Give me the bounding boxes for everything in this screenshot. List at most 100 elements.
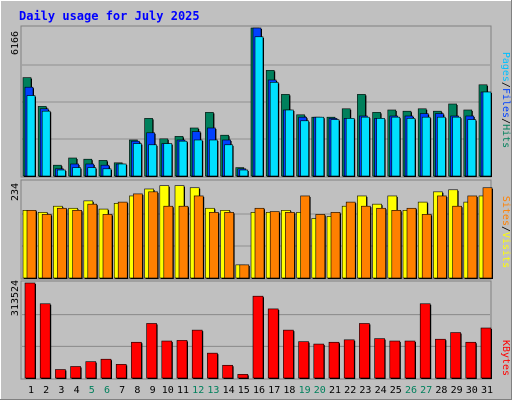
kbytes-max-label: 313524 bbox=[10, 280, 21, 316]
sites-bar-day-7-face bbox=[117, 201, 128, 279]
pages-bar-day-15 bbox=[239, 169, 249, 177]
sites-bar-day-4-face bbox=[72, 210, 82, 279]
sites-bar-day-13 bbox=[209, 212, 220, 279]
chart-title: Daily usage for July 2025 bbox=[19, 9, 200, 23]
pages-bar-day-13-face bbox=[209, 139, 218, 177]
kbytes-bar-day-10-face bbox=[161, 340, 173, 379]
sites-bar-day-1-face bbox=[26, 210, 37, 279]
kbytes-bar-day-10 bbox=[161, 340, 173, 379]
kbytes-bar-day-28 bbox=[435, 338, 447, 379]
day-label-19: 19 bbox=[299, 385, 311, 396]
pages-bar-day-18 bbox=[285, 109, 295, 177]
day-label-22: 22 bbox=[344, 385, 356, 396]
sites-bar-day-4 bbox=[72, 210, 83, 279]
pages-bar-day-23 bbox=[361, 116, 371, 177]
kbytes-bar-day-23 bbox=[359, 323, 371, 379]
day-label-13: 13 bbox=[207, 385, 219, 396]
sites-bar-day-21 bbox=[330, 212, 341, 279]
sites-bar-day-6-face bbox=[102, 214, 113, 279]
sites-bar-day-17 bbox=[269, 211, 281, 279]
sites-bar-day-30 bbox=[467, 195, 478, 279]
kbytes-bar-day-4 bbox=[70, 366, 82, 379]
pages-bar-day-16 bbox=[254, 36, 264, 178]
kbytes-bar-day-22-face bbox=[343, 339, 355, 379]
kbytes-bar-day-20-face bbox=[313, 343, 325, 379]
legend-files: Files bbox=[500, 88, 511, 118]
pages-bar-day-7-face bbox=[117, 163, 127, 177]
kbytes-bar-day-19-face bbox=[298, 341, 309, 379]
kbytes-bar-day-6-face bbox=[100, 358, 112, 379]
kbytes-bar-day-28-face bbox=[435, 338, 446, 379]
pages-bar-day-10-face bbox=[163, 143, 173, 177]
pages-bar-day-9-face bbox=[148, 144, 157, 177]
sites-bar-day-22 bbox=[345, 201, 357, 279]
pages-bar-day-17 bbox=[269, 82, 280, 177]
visits-bars bbox=[22, 185, 493, 279]
sites-bar-day-16 bbox=[254, 207, 265, 279]
day-label-2: 2 bbox=[43, 385, 49, 396]
day-label-4: 4 bbox=[74, 385, 80, 396]
kbytes-bar-day-8-face bbox=[131, 341, 142, 379]
kbytes-bar-day-26 bbox=[404, 340, 416, 379]
kbytes-bar-day-11-face bbox=[176, 340, 188, 379]
pages-bar-day-3 bbox=[57, 169, 67, 177]
day-label-23: 23 bbox=[359, 385, 371, 396]
visits-legend-text: Sites/Visits bbox=[500, 196, 511, 268]
sites-bar-day-8 bbox=[133, 193, 144, 279]
visits-panel: 234 Sites/Visits bbox=[10, 179, 511, 280]
pages-bar-day-14-face bbox=[224, 144, 233, 177]
day-axis-labels: 1 2 3 4 5 6 7 8 9 10 11 12 13 14 15 16 17 18 19 20 21 22 23 24 2… bbox=[28, 385, 493, 396]
pages-bar-day-18-face bbox=[285, 109, 294, 177]
day-label-1: 1 bbox=[28, 385, 34, 396]
day-label-5: 5 bbox=[89, 385, 95, 396]
pages-bar-day-25-face bbox=[391, 116, 401, 177]
sites-bar-day-29-face bbox=[452, 205, 462, 279]
pages-bar-day-30 bbox=[467, 119, 477, 177]
pages-bar-day-8 bbox=[133, 143, 143, 177]
kbytes-bar-day-13 bbox=[207, 352, 219, 379]
sites-bar-day-18 bbox=[285, 212, 296, 279]
kbytes-bar-day-31 bbox=[480, 327, 492, 379]
sites-bar-day-12-face bbox=[193, 195, 204, 279]
sites-bar-day-3 bbox=[57, 207, 68, 279]
kbytes-bar-day-7 bbox=[115, 364, 128, 379]
pages-bar-day-5-face bbox=[87, 167, 97, 177]
pages-bar-day-12 bbox=[193, 139, 204, 177]
kbytes-bar-day-21 bbox=[328, 341, 340, 379]
sites-bar-day-26 bbox=[406, 207, 417, 279]
kbytes-bar-day-2-face bbox=[39, 303, 51, 379]
kbytes-bar-day-3 bbox=[55, 369, 67, 379]
kbytes-bars bbox=[24, 282, 492, 379]
hits-max-label: 6166 bbox=[10, 31, 21, 55]
kbytes-bar-day-3-face bbox=[55, 369, 66, 379]
pages-bar-day-20-face bbox=[315, 116, 325, 177]
sites-bar-day-23-face bbox=[361, 205, 371, 279]
day-label-9: 9 bbox=[150, 385, 156, 396]
sites-bar-day-17-face bbox=[269, 211, 280, 279]
sites-bar-day-5-face bbox=[87, 203, 98, 279]
day-label-11: 11 bbox=[177, 385, 189, 396]
sites-bar-day-15 bbox=[239, 264, 250, 279]
kbytes-bar-day-24 bbox=[374, 338, 386, 379]
legend-kbytes: KBytes bbox=[500, 340, 511, 376]
kbytes-bar-day-1 bbox=[24, 282, 36, 379]
pages-bar-day-1 bbox=[26, 95, 36, 177]
sites-bar-day-31-face bbox=[482, 187, 493, 279]
pages-bar-day-14 bbox=[224, 144, 234, 177]
pages-bar-day-26-face bbox=[406, 118, 416, 177]
day-label-14: 14 bbox=[223, 385, 235, 396]
sites-bar-day-11-face bbox=[178, 205, 189, 279]
pages-bar-day-30-face bbox=[467, 119, 477, 177]
kbytes-bar-day-16-face bbox=[252, 295, 264, 379]
pages-bar-day-11 bbox=[178, 140, 188, 177]
kbytes-bar-day-18-face bbox=[283, 329, 294, 379]
sites-bar-day-1 bbox=[26, 210, 37, 279]
kbytes-bar-day-25 bbox=[389, 340, 401, 379]
kbytes-bar-day-23-face bbox=[359, 323, 370, 379]
sites-bar-day-7 bbox=[117, 201, 129, 279]
kbytes-bar-day-1-face bbox=[24, 282, 36, 379]
day-label-7: 7 bbox=[119, 385, 125, 396]
day-label-16: 16 bbox=[253, 385, 265, 396]
sites-bar-day-10 bbox=[163, 205, 174, 279]
hits-legend-text: Pages/Files/Hits bbox=[500, 52, 511, 148]
